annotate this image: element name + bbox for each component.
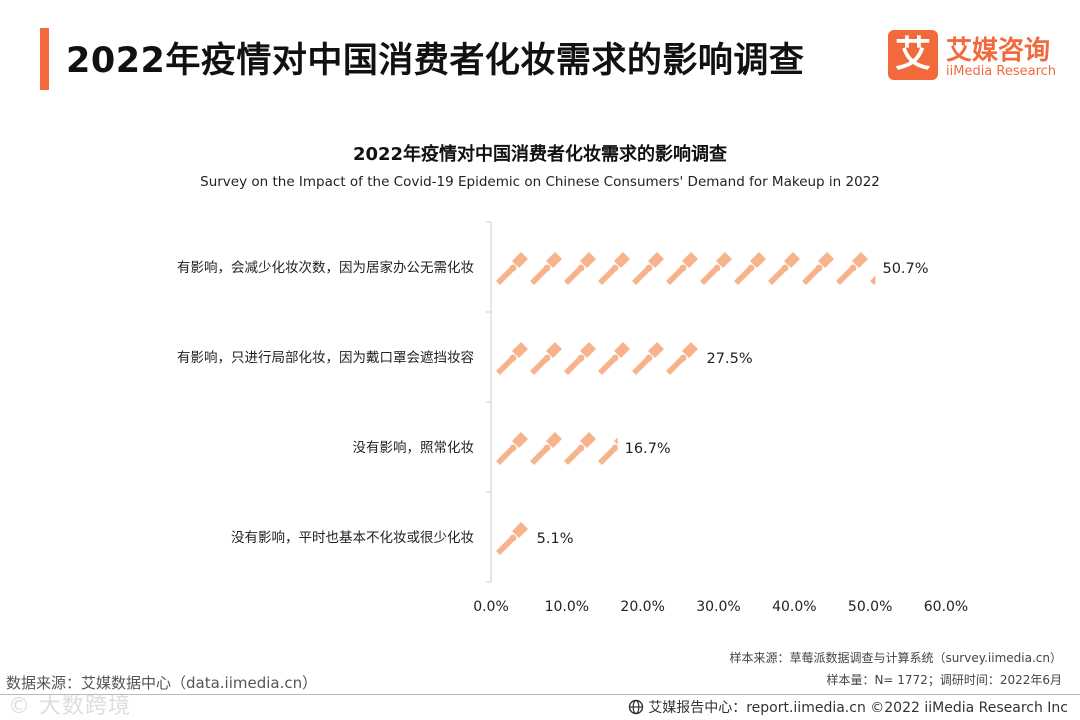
globe-icon xyxy=(629,699,644,715)
makeup-brush-icon xyxy=(564,432,596,465)
logo-name-cn: 艾媒咨询 xyxy=(946,36,1051,66)
category-label: 有影响，会减少化妆次数，因为居家办公无需化妆 xyxy=(177,259,474,276)
data-label: 5.1% xyxy=(537,531,574,547)
category-label: 没有影响，平时也基本不化妆或很少化妆 xyxy=(231,529,474,546)
makeup-brush-icon xyxy=(530,252,562,285)
makeup-brush-icon xyxy=(496,252,528,285)
x-tick-label: 30.0% xyxy=(696,599,740,615)
makeup-brush-icon xyxy=(632,342,664,375)
x-tick-label: 0.0% xyxy=(473,599,509,615)
sample-source: 样本来源：草莓派数据调查与计算系统（survey.iimedia.cn） xyxy=(729,651,1062,665)
footer-divider xyxy=(0,694,1080,695)
logo-name-en: iiMedia Research xyxy=(946,64,1057,79)
category-label: 有影响，只进行局部化妆，因为戴口罩会遮挡妆容 xyxy=(177,349,474,366)
bar xyxy=(496,432,618,465)
makeup-brush-icon xyxy=(666,342,698,375)
makeup-brush-icon xyxy=(496,522,528,555)
makeup-brush-icon xyxy=(836,252,868,285)
report-center[interactable]: 艾媒报告中心：report.iimedia.cn ©2022 iiMedia R… xyxy=(628,697,1068,717)
x-tick-label: 10.0% xyxy=(545,599,589,615)
makeup-brush-icon xyxy=(802,252,834,285)
bar xyxy=(496,252,876,285)
data-source: 数据来源：艾媒数据中心（data.iimedia.cn） xyxy=(6,674,318,692)
makeup-brush-icon xyxy=(666,252,698,285)
page-title: 2022年疫情对中国消费者化妆需求的影响调查 xyxy=(66,41,805,81)
makeup-brush-icon xyxy=(496,432,528,465)
makeup-brush-icon xyxy=(700,252,732,285)
makeup-brush-icon xyxy=(564,252,596,285)
data-label: 16.7% xyxy=(625,441,671,457)
chart-subtitle: Survey on the Impact of the Covid-19 Epi… xyxy=(200,174,880,190)
makeup-brush-icon xyxy=(734,252,766,285)
data-label: 50.7% xyxy=(882,261,928,277)
x-tick-label: 20.0% xyxy=(620,599,664,615)
chart-title: 2022年疫情对中国消费者化妆需求的影响调查 xyxy=(352,144,728,165)
makeup-brush-icon xyxy=(632,252,664,285)
makeup-brush-icon xyxy=(598,342,630,375)
makeup-brush-icon xyxy=(530,432,562,465)
category-label: 没有影响，照常化妆 xyxy=(353,440,475,456)
title-accent-bar xyxy=(40,28,49,90)
makeup-brush-icon xyxy=(768,252,800,285)
makeup-brush-icon xyxy=(496,342,528,375)
watermark: © 大数跨境 xyxy=(8,694,131,719)
data-label: 27.5% xyxy=(707,351,753,367)
x-tick-label: 50.0% xyxy=(848,599,892,615)
sample-info: 样本量：N= 1772；调研时间：2022年6月 xyxy=(826,673,1062,687)
bar xyxy=(496,342,698,375)
makeup-brush-icon xyxy=(598,252,630,285)
makeup-brush-icon xyxy=(530,342,562,375)
logo-mark: 艾 xyxy=(888,30,938,80)
iimedia-logo[interactable]: 艾 艾媒咨询 iiMedia Research xyxy=(888,30,1063,86)
x-tick-label: 40.0% xyxy=(772,599,816,615)
report-center-text: 艾媒报告中心：report.iimedia.cn ©2022 iiMedia R… xyxy=(648,700,1068,716)
x-tick-label: 60.0% xyxy=(924,599,968,615)
makeup-brush-icon xyxy=(564,342,596,375)
